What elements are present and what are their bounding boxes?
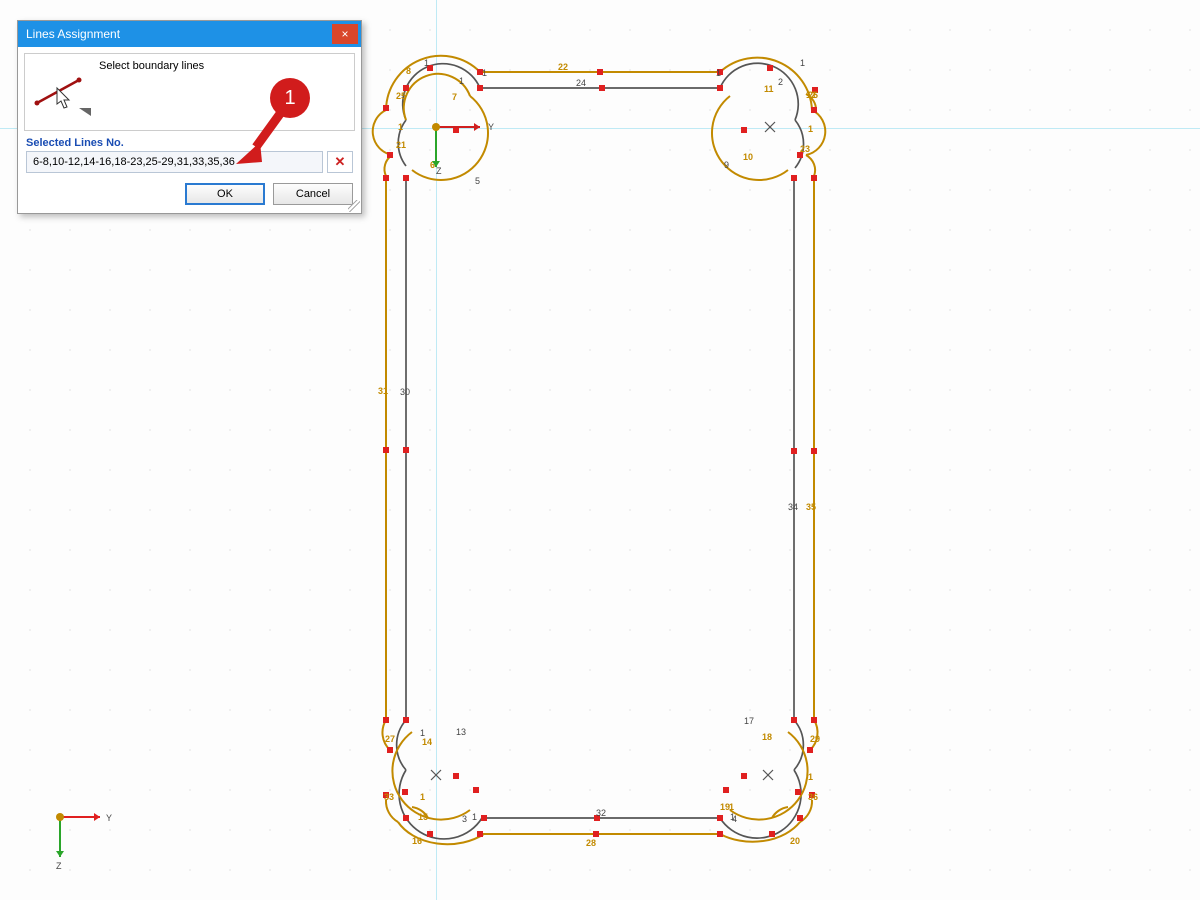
svg-text:9: 9 [724,160,729,170]
svg-text:1: 1 [420,728,425,738]
svg-text:17: 17 [744,716,754,726]
annotation-number: 1 [284,87,295,110]
svg-text:26: 26 [808,90,818,100]
svg-text:25: 25 [396,91,406,101]
svg-text:14: 14 [422,737,432,747]
svg-text:Z: Z [436,166,442,176]
hint-text: Select boundary lines [99,58,204,72]
svg-text:1: 1 [808,772,813,782]
dialog-title: Lines Assignment [26,27,120,41]
svg-text:16: 16 [412,836,422,846]
svg-text:5: 5 [475,176,480,186]
svg-text:13: 13 [456,727,466,737]
svg-text:30: 30 [400,387,410,397]
axis-z-label: Z [56,861,62,871]
axis-y-label: Y [106,813,112,823]
ok-button[interactable]: OK [185,183,265,205]
svg-text:10: 10 [743,152,753,162]
svg-text:27: 27 [385,734,395,744]
svg-text:15: 15 [418,812,428,822]
selected-lines-label: Selected Lines No. [24,131,355,151]
svg-text:35: 35 [806,502,816,512]
ok-label: OK [217,188,233,200]
svg-text:18: 18 [762,732,772,742]
svg-text:Y: Y [488,122,494,132]
svg-text:2: 2 [778,77,783,87]
clear-selection-button[interactable]: ✕ [327,151,353,173]
svg-text:1: 1 [730,812,735,822]
svg-text:21: 21 [396,140,406,150]
svg-text:36: 36 [808,792,818,802]
svg-text:1: 1 [472,812,477,822]
close-button[interactable]: × [332,24,358,44]
cancel-label: Cancel [296,188,330,200]
svg-text:31: 31 [378,386,388,396]
svg-text:11: 11 [764,84,774,94]
svg-text:32: 32 [596,808,606,818]
resize-grip[interactable] [348,200,360,212]
lines-assignment-dialog: Lines Assignment × Select boundary lines… [17,20,362,214]
dialog-titlebar[interactable]: Lines Assignment × [18,21,361,47]
cancel-button[interactable]: Cancel [273,183,353,205]
svg-text:22: 22 [558,62,568,72]
svg-text:24: 24 [576,78,586,88]
selected-lines-input[interactable] [26,151,323,173]
svg-text:33: 33 [384,792,394,802]
annotation-marker: 1 [270,78,310,118]
svg-text:29: 29 [810,734,820,744]
svg-text:28: 28 [586,838,596,848]
close-icon: × [341,27,348,41]
svg-text:8: 8 [406,66,411,76]
svg-text:1: 1 [398,122,403,132]
svg-text:1: 1 [808,124,813,134]
svg-text:1: 1 [482,68,487,78]
svg-text:7: 7 [452,92,457,102]
svg-text:23: 23 [800,144,810,154]
svg-text:34: 34 [788,502,798,512]
select-line-icon [29,58,93,118]
svg-text:1: 1 [459,76,464,86]
svg-text:1: 1 [716,68,721,78]
svg-text:1: 1 [424,58,429,68]
svg-text:20: 20 [790,836,800,846]
svg-text:3: 3 [462,814,467,824]
clear-icon: ✕ [335,154,346,170]
svg-text:1: 1 [800,58,805,68]
world-axes-icon: Y Z [40,792,120,872]
svg-text:1: 1 [420,792,425,802]
svg-text:1: 1 [729,802,734,812]
